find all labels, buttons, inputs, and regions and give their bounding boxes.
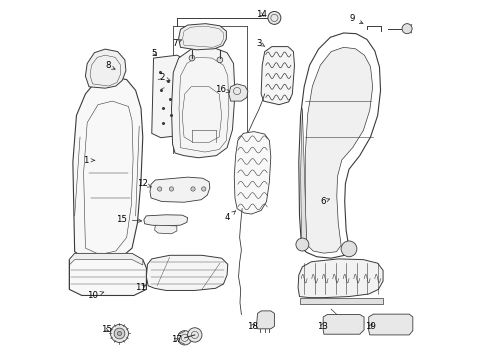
Polygon shape <box>323 315 364 334</box>
Circle shape <box>189 55 195 61</box>
Text: 2: 2 <box>159 73 170 82</box>
Polygon shape <box>155 225 177 234</box>
Text: 18: 18 <box>246 322 258 331</box>
Polygon shape <box>300 108 307 248</box>
Circle shape <box>111 324 128 342</box>
Polygon shape <box>85 49 126 88</box>
Text: 15: 15 <box>116 215 142 224</box>
Circle shape <box>296 238 309 251</box>
Text: 8: 8 <box>105 62 115 71</box>
Circle shape <box>341 241 357 257</box>
Polygon shape <box>261 46 294 105</box>
Text: 3: 3 <box>257 39 265 48</box>
Text: 4: 4 <box>225 211 236 222</box>
Circle shape <box>268 12 281 24</box>
Polygon shape <box>256 311 274 329</box>
Polygon shape <box>147 255 228 291</box>
Text: 1: 1 <box>83 156 95 165</box>
Text: 16: 16 <box>215 85 230 94</box>
Polygon shape <box>172 47 235 158</box>
Circle shape <box>177 330 192 345</box>
Polygon shape <box>150 177 210 202</box>
Text: 17: 17 <box>171 335 182 344</box>
Polygon shape <box>69 253 143 265</box>
Text: 13: 13 <box>317 322 328 331</box>
Text: 5: 5 <box>152 49 157 58</box>
Text: 14: 14 <box>256 10 267 19</box>
Text: 6: 6 <box>320 197 330 206</box>
Polygon shape <box>69 253 147 296</box>
Polygon shape <box>298 259 383 298</box>
Text: 11: 11 <box>136 283 147 292</box>
Circle shape <box>201 187 206 191</box>
Circle shape <box>217 57 223 63</box>
Circle shape <box>188 328 202 342</box>
Text: 12: 12 <box>137 179 151 188</box>
Circle shape <box>157 187 162 191</box>
Circle shape <box>191 187 195 191</box>
Circle shape <box>170 187 173 191</box>
Polygon shape <box>179 24 226 50</box>
Text: 10: 10 <box>87 291 104 300</box>
Polygon shape <box>144 215 188 226</box>
Circle shape <box>117 331 122 336</box>
Polygon shape <box>368 314 413 335</box>
Polygon shape <box>73 76 143 262</box>
Circle shape <box>402 24 412 34</box>
Polygon shape <box>299 298 383 304</box>
Polygon shape <box>229 84 248 101</box>
Polygon shape <box>234 132 271 214</box>
Polygon shape <box>305 47 373 253</box>
Text: 19: 19 <box>365 322 376 331</box>
Circle shape <box>114 328 125 339</box>
Polygon shape <box>152 55 185 138</box>
Text: 15: 15 <box>101 325 112 334</box>
Text: 7: 7 <box>172 39 181 48</box>
Text: 9: 9 <box>350 14 363 24</box>
